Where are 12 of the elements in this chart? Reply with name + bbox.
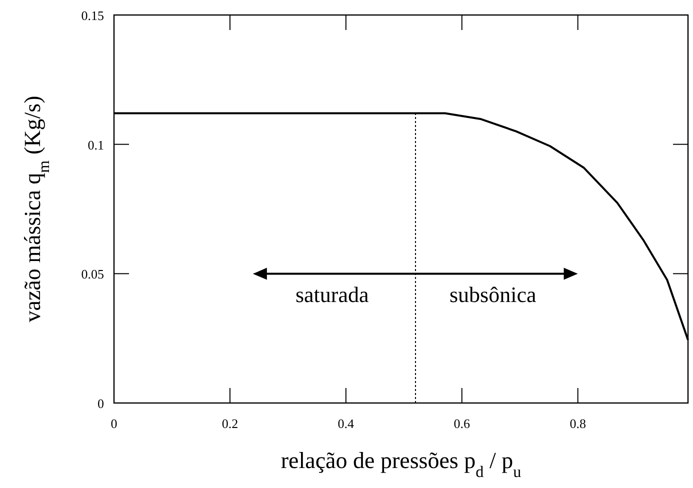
annotation: subsônica [449,282,536,307]
x-tick-label: 0.8 [570,416,586,431]
y-tick-label: 0 [98,396,104,411]
y-tick-label: 0.05 [81,266,104,282]
y-tick-label: 0.15 [81,8,104,23]
annotation: saturada [295,282,369,307]
x-axis-title: relação de pressões p$_{d}$ / p$_{u}$ [280,448,522,480]
y-tick-label: 0.1 [88,137,104,152]
x-tick-label: 0.6 [454,416,471,431]
x-tick-label: 0.2 [222,416,238,431]
x-tick-label: 0 [110,416,118,431]
x-tick-label: 0.4 [338,416,355,431]
